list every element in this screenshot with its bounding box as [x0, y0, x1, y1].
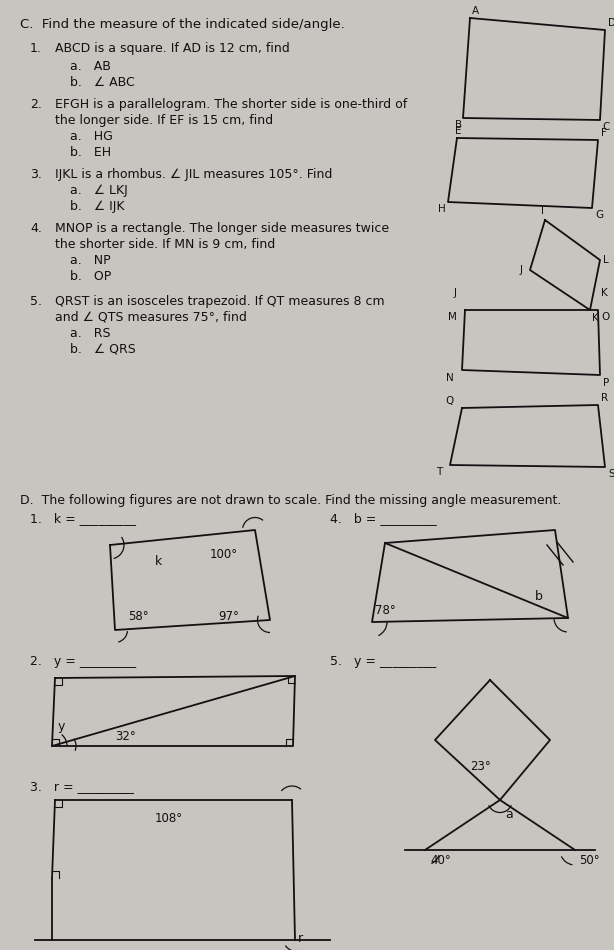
Text: 97°: 97°: [218, 610, 239, 623]
Text: b.   OP: b. OP: [70, 270, 111, 283]
Text: 2.   y = _________: 2. y = _________: [30, 655, 136, 668]
Text: 100°: 100°: [210, 548, 238, 561]
Text: A: A: [472, 6, 479, 16]
Text: QRST is an isosceles trapezoid. If QT measures 8 cm: QRST is an isosceles trapezoid. If QT me…: [55, 295, 384, 308]
Text: 108°: 108°: [155, 812, 183, 825]
Text: K: K: [592, 313, 599, 323]
Text: 58°: 58°: [128, 610, 149, 623]
Text: I: I: [541, 206, 544, 216]
Text: 3.: 3.: [30, 168, 42, 181]
Text: 1.   k = _________: 1. k = _________: [30, 512, 136, 525]
Text: b.   ∠ ABC: b. ∠ ABC: [70, 76, 134, 89]
Text: C: C: [602, 122, 609, 132]
Text: 78°: 78°: [375, 604, 396, 617]
Text: y: y: [58, 720, 65, 733]
Text: a: a: [505, 808, 513, 821]
Text: b.   EH: b. EH: [70, 146, 111, 159]
Text: J: J: [520, 265, 523, 275]
Text: P: P: [603, 378, 609, 388]
Text: C.  Find the measure of the indicated side/angle.: C. Find the measure of the indicated sid…: [20, 18, 344, 31]
Text: B: B: [455, 120, 462, 130]
Text: 32°: 32°: [115, 730, 136, 743]
Text: Q: Q: [446, 396, 454, 406]
Text: H: H: [438, 204, 446, 214]
Text: 3.   r = _________: 3. r = _________: [30, 780, 134, 793]
Text: IJKL is a rhombus. ∠ JIL measures 105°. Find: IJKL is a rhombus. ∠ JIL measures 105°. …: [55, 168, 332, 181]
Text: a.   HG: a. HG: [70, 130, 113, 143]
Text: G: G: [595, 210, 603, 220]
Text: L: L: [603, 255, 608, 265]
Text: 4.: 4.: [30, 222, 42, 235]
Text: F: F: [601, 128, 607, 138]
Text: a.   ∠ LKJ: a. ∠ LKJ: [70, 184, 128, 197]
Text: S: S: [608, 469, 614, 479]
Text: J: J: [454, 288, 457, 298]
Text: 5.: 5.: [30, 295, 42, 308]
Text: 2.: 2.: [30, 98, 42, 111]
Text: D.  The following figures are not drawn to scale. Find the missing angle measure: D. The following figures are not drawn t…: [20, 494, 561, 507]
Text: the longer side. If EF is 15 cm, find: the longer side. If EF is 15 cm, find: [55, 114, 273, 127]
Text: a.   NP: a. NP: [70, 254, 111, 267]
Text: E: E: [455, 126, 462, 136]
Text: b: b: [535, 590, 543, 603]
Text: a.   RS: a. RS: [70, 327, 111, 340]
Text: a.   AB: a. AB: [70, 60, 111, 73]
Text: b.   ∠ IJK: b. ∠ IJK: [70, 200, 125, 213]
Text: N: N: [446, 373, 454, 383]
Text: 50°: 50°: [579, 854, 600, 867]
Text: 1.: 1.: [30, 42, 42, 55]
Text: 23°: 23°: [470, 760, 491, 773]
Text: and ∠ QTS measures 75°, find: and ∠ QTS measures 75°, find: [55, 311, 247, 324]
Text: M: M: [448, 312, 457, 322]
Text: T: T: [436, 467, 442, 477]
Text: EFGH is a parallelogram. The shorter side is one-third of: EFGH is a parallelogram. The shorter sid…: [55, 98, 407, 111]
Text: R: R: [601, 393, 608, 403]
Text: 5.   y = _________: 5. y = _________: [330, 655, 437, 668]
Text: 4.   b = _________: 4. b = _________: [330, 512, 437, 525]
Text: K: K: [601, 288, 608, 298]
Text: MNOP is a rectangle. The longer side measures twice: MNOP is a rectangle. The longer side mea…: [55, 222, 389, 235]
Text: the shorter side. If MN is 9 cm, find: the shorter side. If MN is 9 cm, find: [55, 238, 275, 251]
Text: 40°: 40°: [430, 854, 451, 867]
Text: b.   ∠ QRS: b. ∠ QRS: [70, 343, 136, 356]
Text: k: k: [155, 555, 162, 568]
Text: O: O: [601, 312, 609, 322]
Text: ABCD is a square. If AD is 12 cm, find: ABCD is a square. If AD is 12 cm, find: [55, 42, 290, 55]
Text: r: r: [298, 932, 303, 945]
Text: D: D: [608, 18, 614, 28]
